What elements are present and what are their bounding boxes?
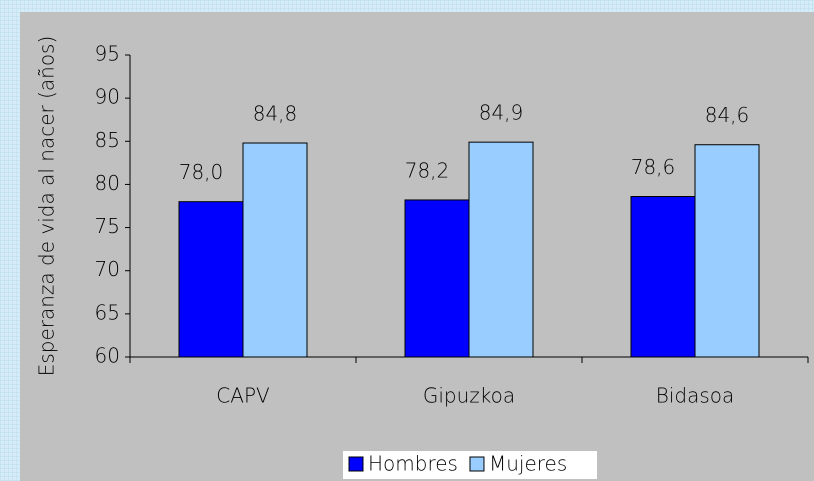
x-tick-label: Bidasoa <box>656 384 735 408</box>
y-tick-label: 85 <box>95 128 120 152</box>
legend-label: Hombres <box>368 452 458 476</box>
value-label: 78,6 <box>631 155 676 179</box>
bar <box>694 144 760 358</box>
legend-swatch <box>348 456 364 472</box>
y-tick-label: 90 <box>95 85 120 109</box>
bar <box>404 199 470 358</box>
value-label: 78,0 <box>179 160 224 184</box>
value-label: 84,6 <box>705 103 750 127</box>
bar <box>630 196 696 358</box>
y-axis-label: Esperanza de vida al nacer (años) <box>35 36 59 377</box>
y-tick-label: 80 <box>95 171 120 195</box>
value-label: 78,2 <box>405 158 450 182</box>
x-tick-label: CAPV <box>216 384 270 408</box>
value-label: 84,9 <box>479 101 524 125</box>
legend-swatch <box>469 456 485 472</box>
legend-label: Mujeres <box>489 452 567 476</box>
bar <box>468 141 534 358</box>
y-tick-label: 75 <box>95 214 120 238</box>
value-label: 84,8 <box>253 102 298 126</box>
y-tick-label: 95 <box>95 42 120 66</box>
bar <box>178 201 244 358</box>
y-tick-label: 65 <box>95 300 120 324</box>
x-tick-label: Gipuzkoa <box>423 384 515 408</box>
bar <box>242 142 308 358</box>
y-tick-label: 60 <box>95 344 120 368</box>
y-tick-label: 70 <box>95 257 120 281</box>
